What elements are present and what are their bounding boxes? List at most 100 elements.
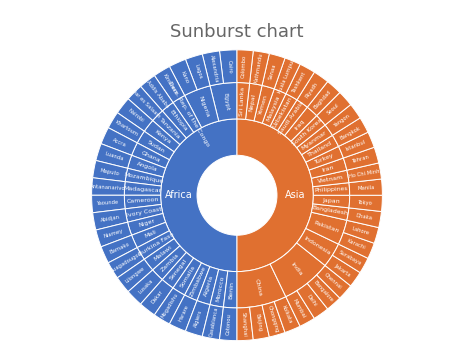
Wedge shape xyxy=(262,302,285,337)
Wedge shape xyxy=(202,305,223,340)
Wedge shape xyxy=(202,51,223,86)
Wedge shape xyxy=(128,155,165,177)
Wedge shape xyxy=(306,146,343,170)
Text: Bangalore: Bangalore xyxy=(312,280,334,303)
Wedge shape xyxy=(237,264,286,308)
Wedge shape xyxy=(125,168,163,186)
Text: Addis Ababa: Addis Ababa xyxy=(146,79,170,108)
Text: Benin: Benin xyxy=(228,280,234,299)
Text: Surabaya: Surabaya xyxy=(337,249,362,266)
Wedge shape xyxy=(332,118,368,146)
Wedge shape xyxy=(297,125,332,155)
Text: Chongqing: Chongqing xyxy=(266,305,279,334)
Text: Yaounde: Yaounde xyxy=(97,200,119,206)
Text: Mogadishu: Mogadishu xyxy=(161,292,180,319)
Text: Accra: Accra xyxy=(111,137,127,148)
Text: Baghdad: Baghdad xyxy=(313,88,333,109)
Text: Malaysia: Malaysia xyxy=(265,94,281,122)
Text: Riyadh: Riyadh xyxy=(304,81,319,99)
Text: Niger: Niger xyxy=(138,218,155,228)
Wedge shape xyxy=(101,128,137,155)
Text: Karachi: Karachi xyxy=(346,239,366,251)
Wedge shape xyxy=(132,143,169,168)
Text: Tashkent: Tashkent xyxy=(292,71,307,94)
Wedge shape xyxy=(141,76,173,111)
Wedge shape xyxy=(297,228,338,266)
Text: Thailand: Thailand xyxy=(307,141,333,158)
Text: Philippines: Philippines xyxy=(314,186,348,193)
Text: Lilongwe: Lilongwe xyxy=(125,266,146,284)
Wedge shape xyxy=(306,212,347,244)
Wedge shape xyxy=(210,269,228,307)
Text: Khartoum: Khartoum xyxy=(114,120,139,137)
Text: Shanghai: Shanghai xyxy=(241,312,247,337)
Text: Mozambique: Mozambique xyxy=(124,172,164,184)
Wedge shape xyxy=(118,99,153,131)
Wedge shape xyxy=(132,222,169,247)
Wedge shape xyxy=(237,307,253,341)
Text: Tokyo: Tokyo xyxy=(358,200,374,206)
Text: Seoul: Seoul xyxy=(326,103,340,116)
Text: Bamako: Bamako xyxy=(109,241,130,255)
Wedge shape xyxy=(137,231,174,259)
Wedge shape xyxy=(237,50,253,83)
Text: Nigeria: Nigeria xyxy=(197,95,210,118)
Wedge shape xyxy=(96,222,132,247)
Wedge shape xyxy=(313,182,350,195)
Text: Indonesia: Indonesia xyxy=(303,235,331,256)
Text: Africa: Africa xyxy=(165,190,193,200)
Text: Kenya: Kenya xyxy=(154,129,172,145)
Wedge shape xyxy=(93,209,128,230)
Text: Algeria: Algeria xyxy=(203,274,215,297)
Text: Beijing: Beijing xyxy=(255,313,263,332)
Wedge shape xyxy=(297,283,328,318)
Text: Delhi: Delhi xyxy=(306,294,318,307)
Wedge shape xyxy=(153,111,186,144)
Text: Senegal: Senegal xyxy=(169,258,189,281)
Text: Alexandria: Alexandria xyxy=(209,54,219,83)
Text: Cairo: Cairo xyxy=(226,60,232,73)
Text: Cameroon: Cameroon xyxy=(126,197,159,204)
Text: Abidjan: Abidjan xyxy=(100,214,120,223)
Wedge shape xyxy=(144,121,180,152)
Text: Nairobi: Nairobi xyxy=(127,108,145,124)
Text: China: China xyxy=(254,278,263,297)
Wedge shape xyxy=(309,158,347,178)
Wedge shape xyxy=(124,195,161,209)
Wedge shape xyxy=(128,86,162,121)
Text: Bangladesh: Bangladesh xyxy=(311,206,349,217)
Text: Antananarivo: Antananarivo xyxy=(90,184,126,191)
Wedge shape xyxy=(307,275,340,309)
Wedge shape xyxy=(325,255,360,286)
Wedge shape xyxy=(219,307,237,341)
Wedge shape xyxy=(270,243,325,297)
Text: Somalia: Somalia xyxy=(180,264,197,288)
Text: Dakar: Dakar xyxy=(151,289,164,305)
Text: Ivory Coast: Ivory Coast xyxy=(126,207,162,218)
Wedge shape xyxy=(169,295,197,331)
Wedge shape xyxy=(161,119,237,272)
Text: Ethiopia: Ethiopia xyxy=(169,109,189,132)
Wedge shape xyxy=(155,66,185,103)
Wedge shape xyxy=(173,95,201,132)
Text: Morocco: Morocco xyxy=(215,275,225,302)
Wedge shape xyxy=(317,92,351,125)
Text: Burkina Faso: Burkina Faso xyxy=(137,231,174,257)
Text: Jakarta: Jakarta xyxy=(333,262,351,277)
Wedge shape xyxy=(313,195,350,208)
Wedge shape xyxy=(338,132,374,158)
Wedge shape xyxy=(91,195,125,213)
Text: Iraq: Iraq xyxy=(294,119,306,131)
Wedge shape xyxy=(349,179,383,195)
Wedge shape xyxy=(291,116,325,148)
Text: Madagascar: Madagascar xyxy=(123,186,162,193)
Text: Japan: Japan xyxy=(322,198,340,203)
Text: Kinshasa: Kinshasa xyxy=(162,73,179,96)
Wedge shape xyxy=(262,54,285,89)
Wedge shape xyxy=(173,258,201,295)
Wedge shape xyxy=(128,213,165,235)
Text: Yemen: Yemen xyxy=(258,94,268,115)
Text: Bangkok: Bangkok xyxy=(339,125,361,141)
Text: Vietnam: Vietnam xyxy=(317,175,344,184)
Wedge shape xyxy=(210,83,237,121)
